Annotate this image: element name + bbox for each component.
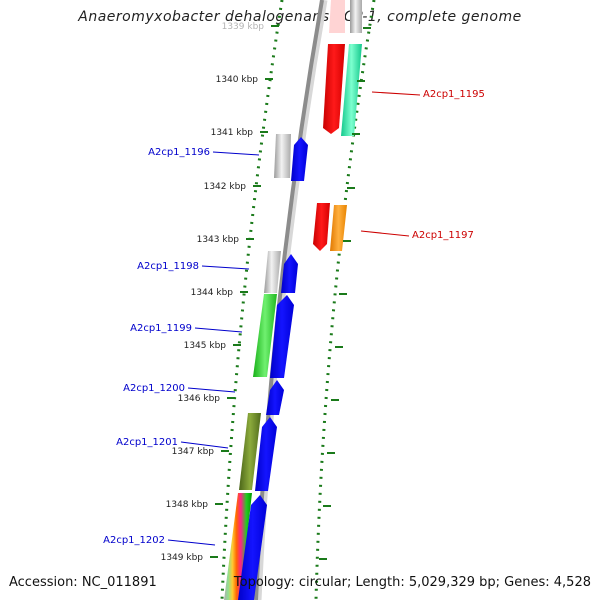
kbp-tick-label: 1346 kbp — [178, 394, 221, 404]
gene-leader-line — [167, 539, 216, 546]
gene-label-minus[interactable]: A2cp1_1196 — [148, 147, 210, 158]
gene-label-minus[interactable]: A2cp1_1199 — [130, 323, 192, 334]
gene-leader-line — [371, 91, 421, 96]
gene-label-minus[interactable]: A2cp1_1202 — [103, 535, 165, 546]
gene-leader-line — [180, 441, 229, 449]
feature-minus-blue-1202 — [238, 495, 267, 600]
feature-minus-gray-1198 — [264, 251, 281, 293]
feature-plus-red-1195 — [323, 44, 345, 134]
topology-summary: Topology: circular; Length: 5,029,329 bp… — [233, 575, 591, 590]
feature-minus-blue-1200 — [266, 380, 284, 415]
kbp-tick-label: 1345 kbp — [184, 341, 227, 351]
feature-minus-green-1199 — [253, 294, 277, 377]
kbp-tick-label: 1339 kbp — [222, 22, 265, 32]
feature-plus-cyan — [341, 44, 362, 136]
feature-plus-gray — [350, 0, 362, 33]
kbp-tick-label: 1341 kbp — [211, 128, 254, 138]
gene-leader-line — [212, 151, 260, 156]
gene-leader-line — [194, 327, 243, 333]
gene-leader-line — [187, 387, 236, 393]
feature-minus-olive-1201 — [239, 413, 261, 490]
kbp-tick-label: 1340 kbp — [216, 75, 259, 85]
gene-label-minus[interactable]: A2cp1_1200 — [123, 383, 185, 394]
feature-minus-blue-1201 — [255, 417, 277, 491]
kbp-tick-label: 1342 kbp — [204, 182, 247, 192]
feature-plus-orange — [330, 205, 347, 251]
feature-plus-red-1197 — [313, 203, 330, 251]
kbp-tick-label: 1347 kbp — [172, 447, 215, 457]
gene-label-plus[interactable]: A2cp1_1197 — [412, 230, 474, 241]
gene-leader-line — [360, 230, 410, 237]
feature-minus-blue-1196 — [291, 137, 308, 181]
feature-minus-blue-1198 — [281, 254, 298, 293]
accession-label: Accession: NC_011891 — [9, 575, 157, 590]
gene-leader-line — [201, 265, 250, 270]
kbp-tick-label: 1344 kbp — [191, 288, 234, 298]
map-title: Anaeromyxobacter dehalogenans 2CP-1, com… — [78, 9, 522, 25]
gene-label-plus[interactable]: A2cp1_1195 — [423, 89, 485, 100]
kbp-tick-label: 1349 kbp — [161, 553, 204, 563]
feature-minus-gray-1196 — [274, 134, 291, 178]
feature-plus-pink — [329, 0, 345, 33]
feature-minus-blue-1199 — [270, 295, 294, 378]
kbp-tick-label: 1343 kbp — [197, 235, 240, 245]
gene-label-minus[interactable]: A2cp1_1201 — [116, 437, 178, 448]
gene-label-minus[interactable]: A2cp1_1198 — [137, 261, 199, 272]
kbp-tick-label: 1348 kbp — [166, 500, 209, 510]
feature-minus-rainbow-1202 — [224, 493, 252, 600]
